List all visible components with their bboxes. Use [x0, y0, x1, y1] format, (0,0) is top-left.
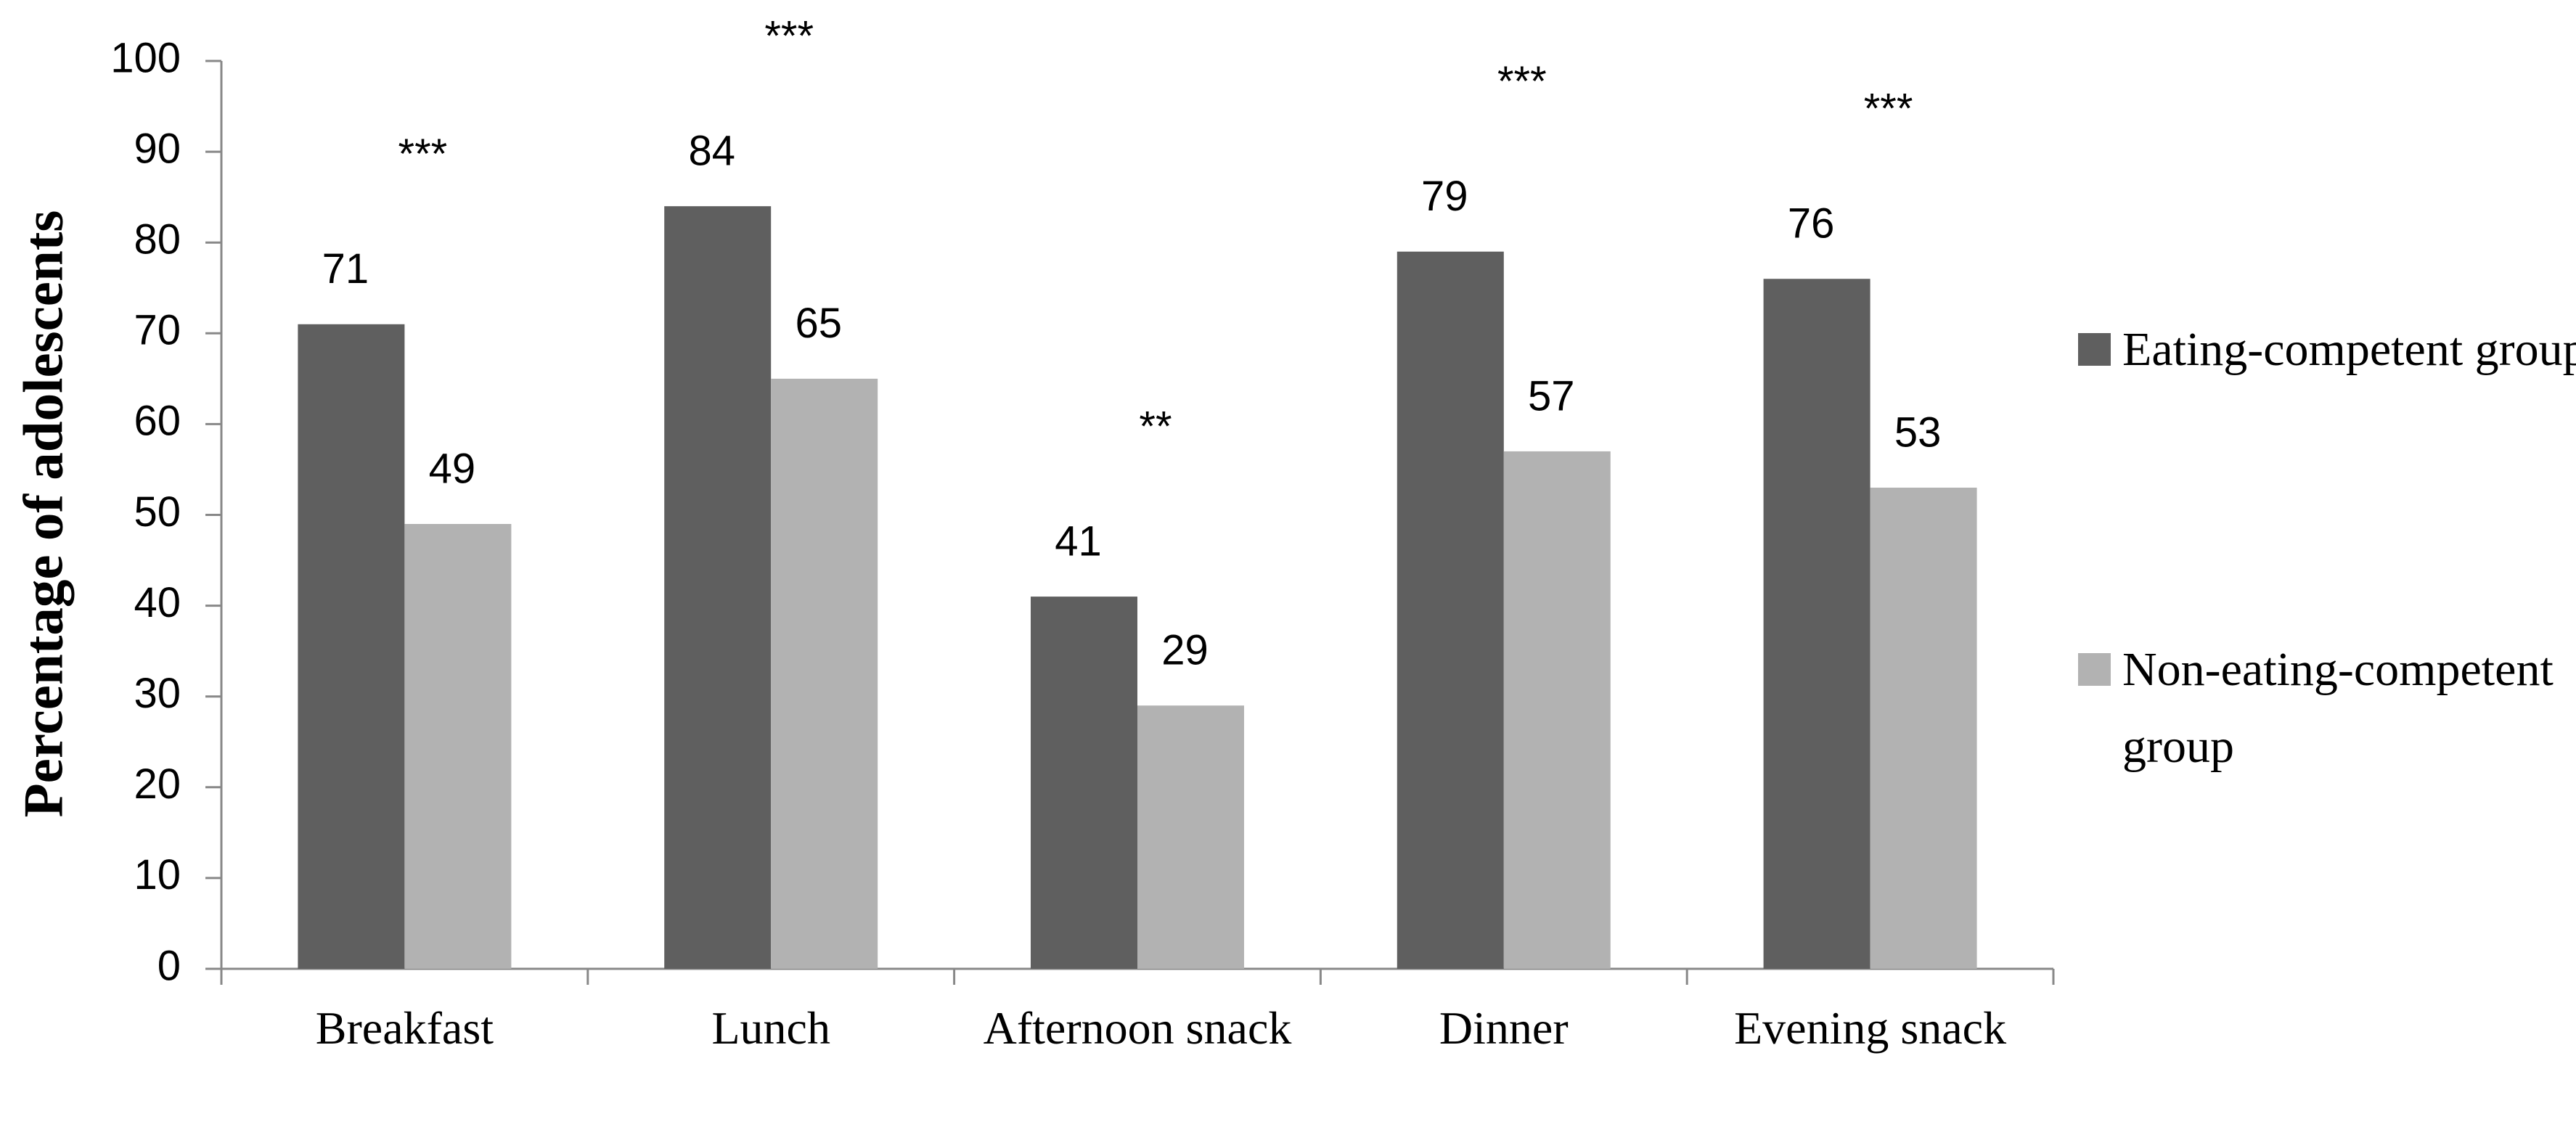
legend-label: Eating-competent group — [2122, 323, 2576, 376]
value-label: 53 — [1894, 409, 1942, 456]
significance-label: *** — [398, 131, 448, 178]
x-tick-label: Afternoon snack — [983, 1002, 1292, 1054]
value-label: 79 — [1421, 173, 1468, 220]
value-label: 71 — [322, 245, 369, 292]
y-tick-label: 0 — [158, 942, 181, 989]
bar — [404, 524, 512, 969]
bar — [1397, 251, 1504, 970]
y-axis-title: Percentage of adolescents — [12, 210, 75, 818]
value-label: 29 — [1161, 627, 1209, 674]
value-label: 76 — [1788, 200, 1835, 247]
x-tick-label: Evening snack — [1734, 1002, 2007, 1054]
bar — [1763, 279, 1870, 969]
significance-label: *** — [1497, 58, 1547, 105]
x-tick-label: Breakfast — [315, 1002, 494, 1054]
bar — [1137, 705, 1244, 969]
value-label: 84 — [688, 127, 735, 174]
value-label: 65 — [795, 300, 842, 347]
bar — [771, 378, 878, 969]
value-label: 57 — [1528, 372, 1575, 419]
bar — [664, 206, 772, 969]
value-label: 49 — [429, 445, 476, 492]
legend-label: Non-eating-competent group — [2122, 643, 2553, 773]
legend-swatch — [2078, 653, 2111, 686]
y-tick-label: 30 — [134, 670, 181, 717]
y-tick-label: 10 — [134, 851, 181, 898]
y-tick-label: 70 — [134, 307, 181, 354]
legend-swatch — [2078, 333, 2111, 366]
y-tick-label: 80 — [134, 216, 181, 263]
y-tick-label: 50 — [134, 488, 181, 536]
significance-label: ** — [1139, 403, 1172, 450]
bar — [298, 324, 405, 969]
bar — [1870, 487, 1977, 969]
y-tick-label: 60 — [134, 398, 181, 445]
y-tick-label: 20 — [134, 761, 181, 808]
value-label: 41 — [1055, 517, 1102, 565]
x-tick-label: Dinner — [1439, 1002, 1569, 1054]
y-tick-label: 100 — [110, 34, 181, 81]
significance-label: *** — [1864, 86, 1913, 133]
y-tick-label: 90 — [134, 125, 181, 172]
bar — [1503, 451, 1611, 969]
x-tick-label: Lunch — [711, 1002, 830, 1054]
bar — [1031, 597, 1137, 969]
significance-label: *** — [764, 12, 814, 60]
y-tick-label: 40 — [134, 579, 181, 626]
